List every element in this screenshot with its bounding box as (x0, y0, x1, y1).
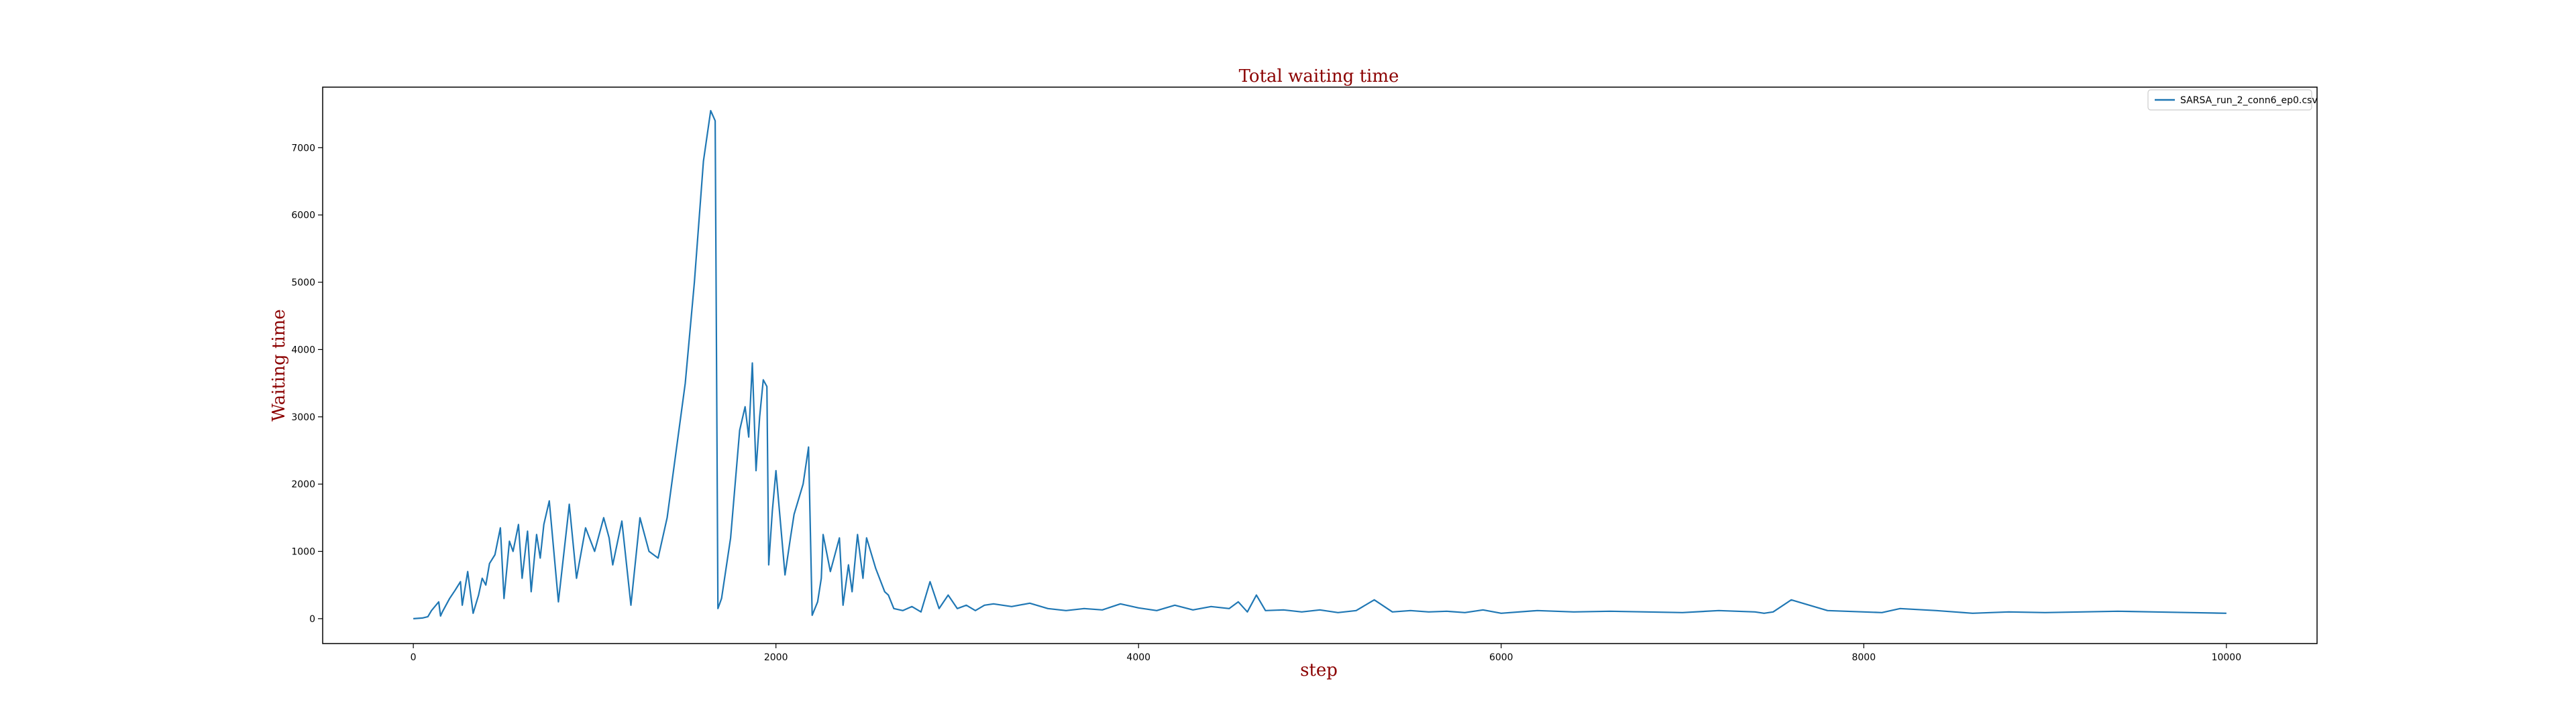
x-tick-label: 6000 (1489, 652, 1513, 663)
x-tick-label: 8000 (1851, 652, 1876, 663)
legend: SARSA_run_2_conn6_ep0.csv (2147, 89, 2318, 111)
chart-title: Total waiting time (1239, 66, 1399, 86)
x-axis-label: step (1300, 660, 1338, 680)
y-tick-label: 1000 (291, 547, 315, 558)
y-tick-label: 4000 (291, 345, 315, 355)
series-line (413, 110, 2226, 619)
y-tick-label: 2000 (291, 479, 315, 490)
x-tick-label: 10000 (2212, 652, 2242, 663)
plot-area (322, 86, 2318, 644)
x-tick-label: 2000 (764, 652, 788, 663)
x-tick-label: 0 (411, 652, 417, 663)
x-tick-label: 4000 (1126, 652, 1150, 663)
legend-box (2147, 89, 2312, 111)
y-tick-label: 7000 (291, 143, 315, 154)
y-axis-label: Waiting time (269, 309, 289, 422)
y-tick-label: 6000 (291, 210, 315, 221)
y-axis-ticks: 0 1000 2000 3000 4000 5000 6000 7000 (291, 143, 323, 625)
legend-label: SARSA_run_2_conn6_ep0.csv (2180, 95, 2318, 106)
x-axis-ticks: 0 2000 4000 6000 8000 10000 (411, 644, 2241, 663)
y-tick-label: 0 (309, 614, 315, 625)
y-tick-label: 3000 (291, 412, 315, 423)
y-tick-label: 5000 (291, 278, 315, 288)
